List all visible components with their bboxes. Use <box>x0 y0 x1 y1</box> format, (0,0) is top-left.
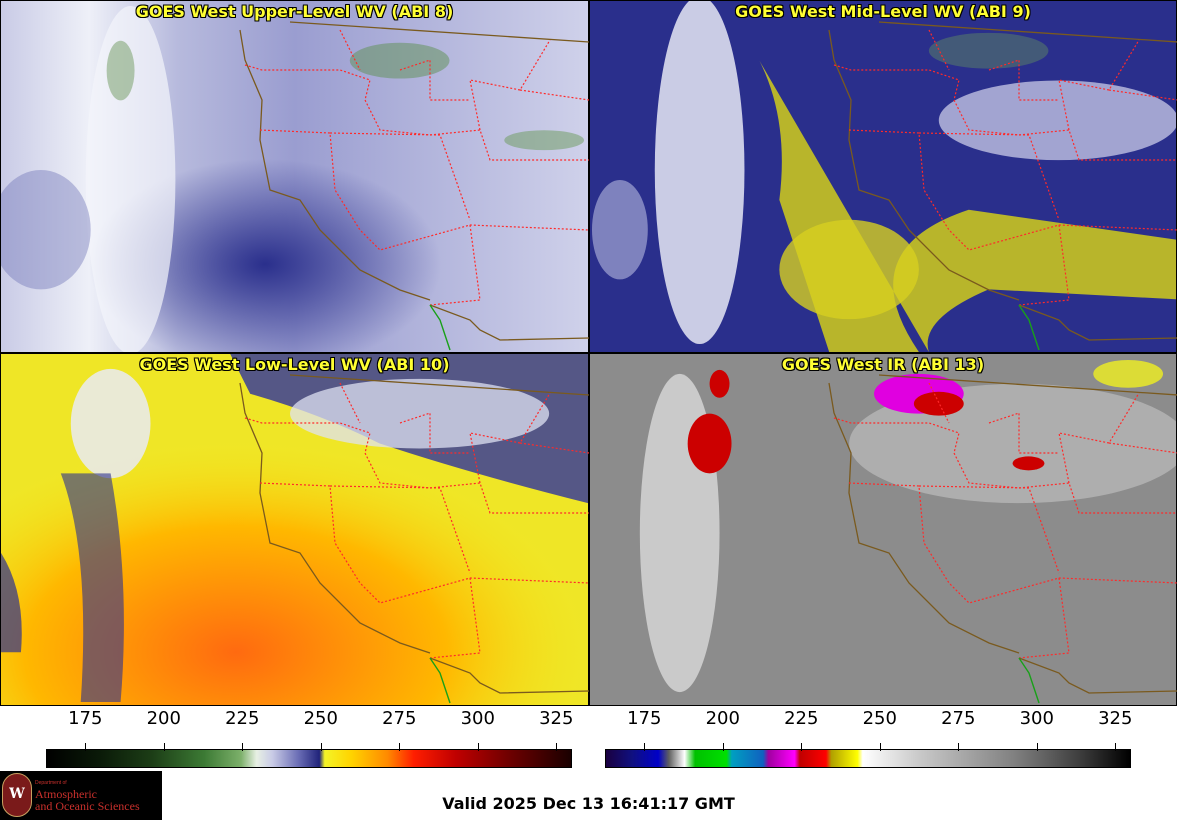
colorbar-tick-mark <box>879 743 881 751</box>
low-level-wv-panel: GOES West Low-Level WV (ABI 10) <box>0 353 589 706</box>
colorbar-tick-mark <box>163 743 165 751</box>
mid-level-wv-image <box>590 1 1176 352</box>
colorbar-tick-label: 275 <box>941 708 976 729</box>
colorbar-tick-mark <box>722 743 724 751</box>
logo-line-3: and Oceanic Sciences <box>35 799 140 813</box>
colorbar-tick-mark <box>320 743 322 751</box>
ir-colorbar <box>605 749 1131 768</box>
upper-level-wv-image <box>1 1 588 352</box>
colorbar-tick-label: 300 <box>460 708 495 729</box>
colorbar-tick-label: 175 <box>627 708 662 729</box>
colorbar-tick-mark <box>644 743 646 751</box>
colorbar-tick-label: 175 <box>68 708 103 729</box>
mid-level-wv-panel: GOES West Mid-Level WV (ABI 9) <box>589 0 1177 353</box>
uw-seal-icon: W <box>2 773 32 817</box>
colorbar-tick-label: 225 <box>225 708 260 729</box>
wv-color-scale: 175 200 225 250 275 300 325 <box>46 708 573 770</box>
colorbar-tick-label: 225 <box>784 708 819 729</box>
ir-color-scale: 175 200 225 250 275 300 325 <box>605 708 1132 770</box>
colorbar-tick-mark <box>1115 743 1117 751</box>
low-level-wv-image <box>1 354 588 705</box>
colorbar-tick-mark <box>477 743 479 751</box>
colorbar-tick-mark <box>1036 743 1038 751</box>
colorbar-tick-label: 275 <box>382 708 417 729</box>
colorbar-tick-label: 325 <box>1098 708 1133 729</box>
ir-image <box>590 354 1176 705</box>
aos-logo: W Department of Atmospheric and Oceanic … <box>0 771 162 820</box>
colorbar-tick-mark <box>556 743 558 751</box>
colorbar-tick-label: 250 <box>303 708 338 729</box>
panel-title: GOES West Upper-Level WV (ABI 8) <box>135 2 454 21</box>
colorbar-tick-mark <box>958 743 960 751</box>
panel-title: GOES West Mid-Level WV (ABI 9) <box>735 2 1031 21</box>
logo-line-1: Department of <box>35 780 67 786</box>
valid-time: Valid 2025 Dec 13 16:41:17 GMT <box>442 794 735 813</box>
colorbar-tick-mark <box>399 743 401 751</box>
wv-colorbar <box>46 749 572 768</box>
colorbar-tick-mark <box>801 743 803 751</box>
colorbar-tick-mark <box>85 743 87 751</box>
colorbar-tick-label: 325 <box>539 708 574 729</box>
colorbar-tick-mark <box>242 743 244 751</box>
colorbar-tick-label: 200 <box>705 708 740 729</box>
upper-level-wv-panel: GOES West Upper-Level WV (ABI 8) <box>0 0 589 353</box>
panel-title: GOES West Low-Level WV (ABI 10) <box>139 355 450 374</box>
colorbar-tick-label: 200 <box>146 708 181 729</box>
logo-line-2: Atmospheric <box>35 787 97 801</box>
ir-panel: GOES West IR (ABI 13) <box>589 353 1177 706</box>
colorbar-tick-label: 300 <box>1019 708 1054 729</box>
panel-title: GOES West IR (ABI 13) <box>781 355 985 374</box>
colorbar-tick-label: 250 <box>862 708 897 729</box>
